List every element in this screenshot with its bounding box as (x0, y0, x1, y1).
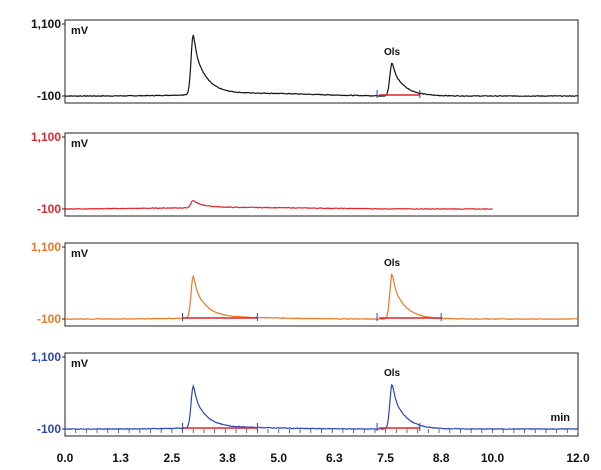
panel-frame (64, 19, 579, 104)
y-tick-label-top: 1,100 (31, 350, 61, 364)
panel-1: 1,100 -100 mV Ols (31, 17, 579, 104)
y-tick-label-bottom: -100 (37, 312, 61, 326)
y-tick-label-top: 1,100 (31, 17, 61, 31)
y-tick-label-bottom: -100 (37, 422, 61, 436)
x-unit-label: min (550, 412, 570, 424)
x-tick-label: 3.8 (219, 451, 236, 465)
x-tick-label: 2.5 (164, 451, 181, 465)
series-trace (65, 383, 579, 431)
panel-2: 1,100 -100 mV (31, 130, 579, 217)
y-unit-label: mV (71, 138, 89, 150)
panel-frame (64, 352, 579, 437)
panel-frame (64, 242, 579, 327)
y-unit-label: mV (71, 248, 89, 260)
series-trace (64, 200, 493, 211)
series-trace (65, 34, 579, 98)
x-tick-label: 10.0 (481, 451, 505, 465)
peak-label: Ols (384, 47, 401, 58)
y-tick-label-top: 1,100 (31, 130, 61, 144)
y-tick-label-bottom: -100 (37, 202, 61, 216)
panel-frame (64, 132, 579, 217)
x-tick-label: 1.3 (112, 451, 129, 465)
peak-label: Ols (384, 368, 401, 379)
panel-3: 1,100 -100 mV Ols (31, 240, 579, 327)
x-tick-label: 5.0 (270, 451, 287, 465)
y-unit-label: mV (71, 358, 89, 370)
x-tick-label: 8.8 (433, 451, 450, 465)
x-tick-label: 0.0 (57, 451, 74, 465)
x-tick-label: 12.0 (566, 451, 590, 465)
y-tick-label-bottom: -100 (37, 89, 61, 103)
x-tick-label: 6.3 (326, 451, 343, 465)
y-tick-label-top: 1,100 (31, 240, 61, 254)
x-tick-label: 7.5 (377, 451, 394, 465)
series-trace (65, 273, 579, 321)
panel-4: 1,100 -100 mV Ols min (31, 350, 579, 437)
y-unit-label: mV (71, 25, 89, 37)
peak-label: Ols (384, 258, 401, 269)
x-axis-labels: 0.0 1.3 2.5 3.8 5.0 6.3 7.5 8.8 10.0 12.0 (57, 451, 590, 465)
